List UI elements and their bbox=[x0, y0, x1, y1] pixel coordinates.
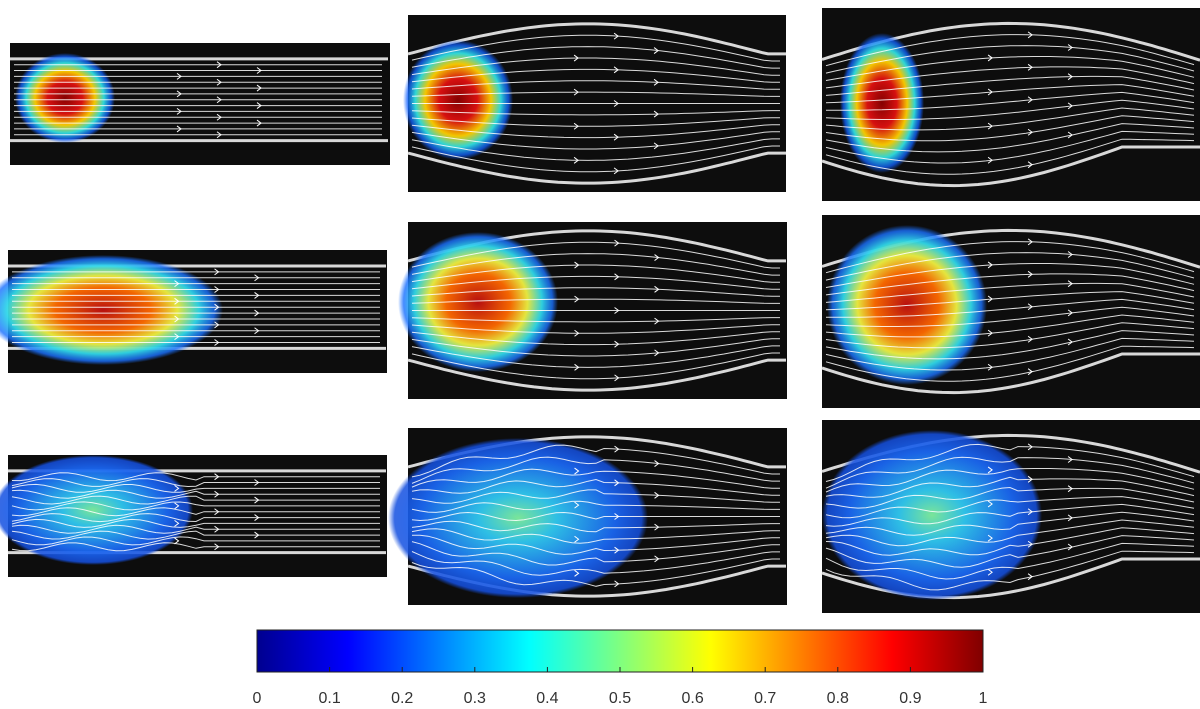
colorbar-tick-label: 0.7 bbox=[754, 690, 776, 707]
colorbar-tick-label: 1 bbox=[979, 690, 988, 707]
colorbar-tick-label: 0.9 bbox=[899, 690, 921, 707]
flow-panel bbox=[388, 428, 787, 605]
flow-panel bbox=[822, 8, 1200, 201]
colorbar-tick-label: 0.1 bbox=[318, 690, 340, 707]
velocity-field bbox=[822, 430, 1042, 600]
flow-panel bbox=[10, 43, 390, 165]
colorbar-tick-label: 0.6 bbox=[681, 690, 703, 707]
colorbar-tick-label: 0 bbox=[253, 690, 262, 707]
flow-panel bbox=[398, 222, 787, 399]
velocity-field bbox=[15, 53, 115, 143]
flow-panel bbox=[822, 215, 1200, 408]
flow-panel bbox=[822, 420, 1200, 613]
flow-panel bbox=[0, 455, 387, 577]
colorbar-tick-label: 0.8 bbox=[827, 690, 849, 707]
colorbar-tick-label: 0.4 bbox=[536, 690, 558, 707]
colorbar-scale bbox=[257, 630, 983, 672]
velocity-field bbox=[388, 438, 648, 598]
velocity-field bbox=[840, 33, 924, 173]
colorbar-tick-label: 0.3 bbox=[464, 690, 486, 707]
flow-panel bbox=[0, 250, 387, 373]
figure: 0 0.1 0.2 0.3 0.4 0.5 0.6 0.7 0.8 0.9 1 bbox=[0, 0, 1200, 709]
flow-panel bbox=[403, 15, 786, 192]
colorbar-tick-label: 0.2 bbox=[391, 690, 413, 707]
velocity-field bbox=[0, 455, 193, 565]
colorbar-tick-label: 0.5 bbox=[609, 690, 631, 707]
panels bbox=[0, 8, 1200, 613]
page: 00.10.20.30.40.50.60.70.80.91 (() => { c… bbox=[0, 0, 1200, 709]
colorbar: 0 0.1 0.2 0.3 0.4 0.5 0.6 0.7 0.8 0.9 1 bbox=[253, 630, 988, 707]
